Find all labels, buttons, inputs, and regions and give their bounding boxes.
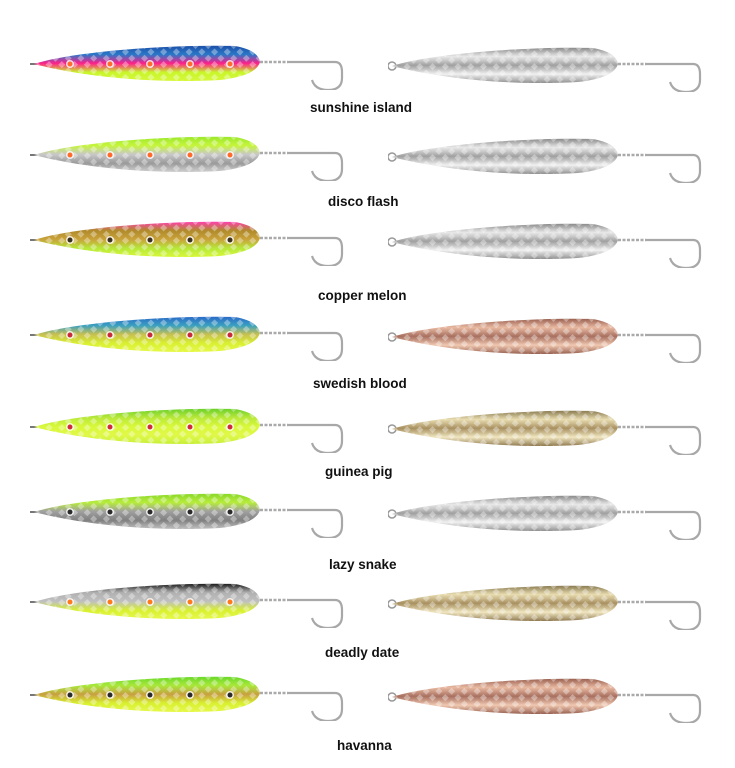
metal-lure-silver: [387, 133, 718, 188]
lure-name-label: havanna: [337, 738, 392, 753]
metal-lure-silver: [387, 218, 718, 273]
metal-lure-silver: [387, 42, 718, 97]
painted-lure-2: [30, 131, 360, 186]
lure-name-label: disco flash: [328, 194, 399, 209]
painted-lure-4: [30, 311, 360, 366]
metal-lure-gold: [387, 405, 718, 460]
painted-lure-3: [30, 216, 360, 271]
metal-lure-silver: [387, 490, 718, 545]
lure-name-label: deadly date: [325, 645, 400, 660]
lure-name-label: swedish blood: [313, 376, 407, 391]
metal-lure-gold: [387, 580, 718, 635]
painted-lure-5: [30, 403, 360, 458]
painted-lure-1: [30, 40, 360, 95]
painted-lure-7: [30, 578, 360, 633]
lure-name-label: sunshine island: [310, 100, 413, 115]
lure-name-label: copper melon: [318, 288, 407, 303]
painted-lure-6: [30, 488, 360, 543]
painted-lure-8: [30, 671, 360, 726]
metal-lure-copper: [387, 673, 718, 728]
lure-name-label: lazy snake: [329, 557, 397, 572]
metal-lure-copper: [387, 313, 718, 368]
lure-name-label: guinea pig: [325, 464, 393, 479]
